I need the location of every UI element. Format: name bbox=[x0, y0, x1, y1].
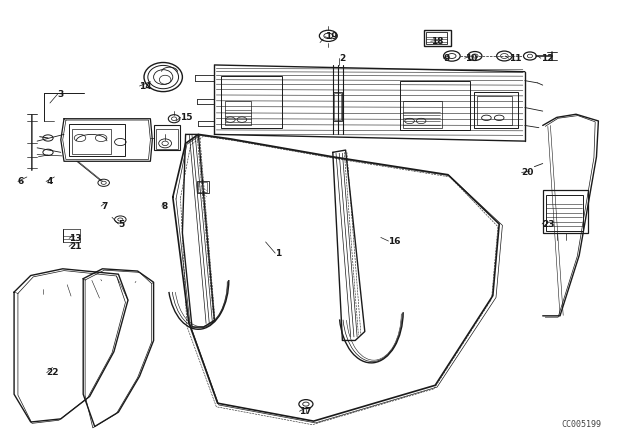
Text: 4: 4 bbox=[46, 177, 52, 186]
Text: 1: 1 bbox=[275, 249, 282, 258]
Bar bbox=[546, 195, 583, 231]
Text: 8: 8 bbox=[162, 202, 168, 211]
Bar bbox=[221, 76, 282, 128]
Text: 11: 11 bbox=[509, 54, 522, 63]
Bar bbox=[426, 32, 447, 44]
Text: 16: 16 bbox=[388, 237, 401, 246]
Bar bbox=[400, 81, 470, 130]
Bar bbox=[69, 124, 125, 156]
Bar bbox=[156, 129, 178, 149]
Bar bbox=[334, 93, 341, 120]
Bar bbox=[197, 181, 209, 193]
Text: 23: 23 bbox=[542, 220, 555, 228]
Bar bbox=[154, 125, 180, 150]
Text: 19: 19 bbox=[325, 32, 338, 41]
Text: 9: 9 bbox=[444, 54, 450, 63]
Bar bbox=[333, 92, 342, 121]
Text: 15: 15 bbox=[180, 113, 193, 122]
Text: 2: 2 bbox=[339, 54, 346, 63]
Bar bbox=[198, 182, 207, 192]
Bar bbox=[543, 190, 588, 233]
Text: 20: 20 bbox=[522, 168, 534, 177]
Bar bbox=[477, 96, 512, 125]
Bar bbox=[424, 30, 451, 46]
Bar bbox=[474, 92, 518, 128]
Text: CC005199: CC005199 bbox=[561, 420, 601, 429]
Bar bbox=[72, 129, 111, 154]
Text: 14: 14 bbox=[140, 82, 152, 90]
Text: 12: 12 bbox=[541, 54, 554, 63]
Text: 6: 6 bbox=[18, 177, 24, 186]
Text: 13: 13 bbox=[69, 234, 82, 243]
Text: 10: 10 bbox=[465, 54, 477, 63]
Bar bbox=[403, 101, 442, 128]
Text: 17: 17 bbox=[300, 407, 312, 416]
Text: 21: 21 bbox=[69, 242, 82, 251]
Text: 5: 5 bbox=[118, 220, 125, 228]
Text: 7: 7 bbox=[101, 202, 108, 211]
Text: 18: 18 bbox=[431, 37, 444, 46]
Text: 22: 22 bbox=[47, 368, 60, 377]
Text: 3: 3 bbox=[58, 90, 64, 99]
Bar bbox=[225, 101, 251, 125]
